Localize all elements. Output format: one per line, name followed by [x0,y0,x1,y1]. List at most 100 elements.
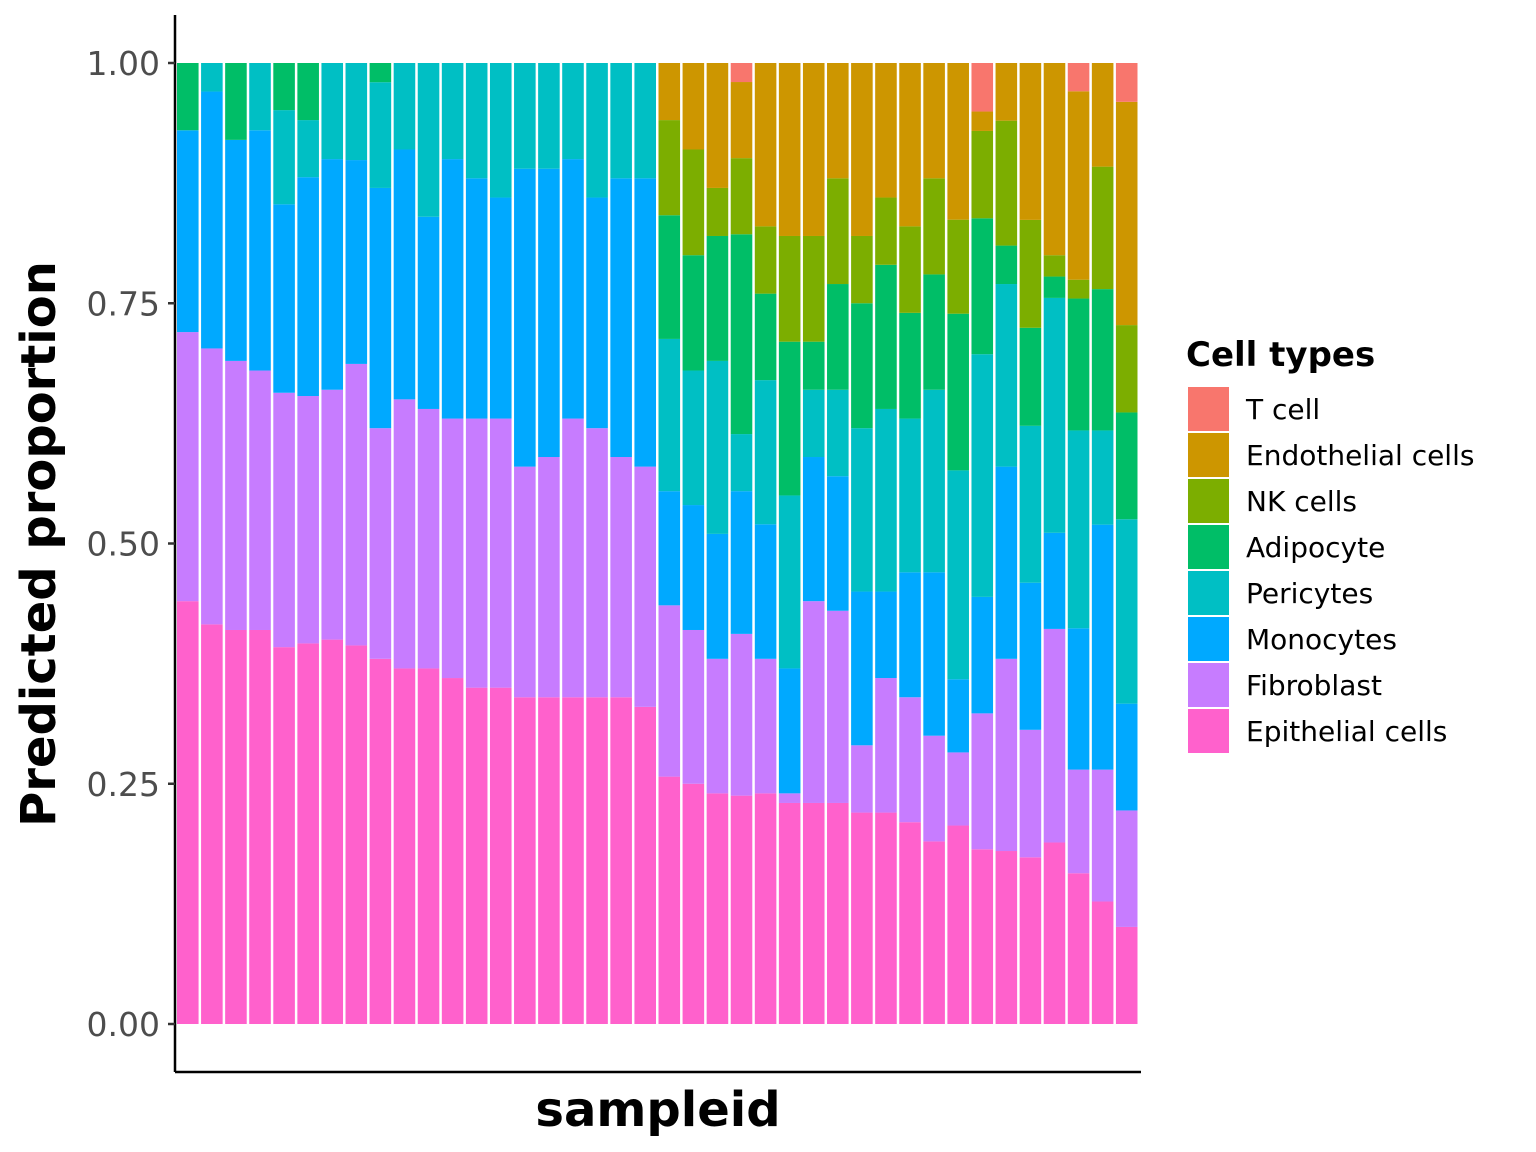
bar-segment-endothelial-cells [1091,63,1114,167]
bar-segment-monocytes [802,457,825,602]
sample-bar [586,63,608,1024]
y-tick-label: 0.50 [87,525,160,564]
sample-bar [417,63,440,1024]
bar-segment-epithelial-cells [297,643,319,1024]
bar-segment-nk-cells [730,158,753,235]
bar-segment-epithelial-cells [1091,901,1114,1024]
legend-key-label: Pericytes [1246,577,1373,610]
bar-segment-epithelial-cells [465,687,488,1024]
legend-key-swatch [1188,709,1229,753]
bar-segment-fibroblast [682,629,705,784]
bar-segment-epithelial-cells [514,697,536,1024]
bar-segment-epithelial-cells [489,687,512,1024]
bar-segment-fibroblast [778,793,801,803]
bar-segment-epithelial-cells [754,793,777,1024]
bar-segment-monocytes [754,524,777,659]
bar-segment-endothelial-cells [875,63,897,198]
bar-segment-monocytes [682,505,705,630]
bar-segment-epithelial-cells [610,697,632,1024]
bar-segment-epithelial-cells [393,668,416,1024]
bar-segment-nk-cells [1019,219,1042,328]
bar-segment-monocytes [923,572,945,736]
bar-segment-nk-cells [971,130,994,219]
bar-segment-monocytes [538,168,560,458]
bar-segment-endothelial-cells [1019,63,1042,220]
y-tick-label: 0.75 [87,284,160,323]
bar-segment-pericytes [778,495,801,669]
bar-segment-pericytes [586,63,608,198]
bar-segment-monocytes [417,216,440,409]
bar-segment-monocytes [273,204,295,393]
bar-segment-epithelial-cells [658,776,681,1024]
legend: Cell types T cell Endothelial cells NK cel… [1186,335,1474,753]
bar-segment-nk-cells [754,226,777,294]
bar-segment-nk-cells [658,120,681,216]
bar-segment-monocytes [658,491,681,606]
y-tick-label: 0.00 [87,1005,160,1044]
sample-bar [249,63,271,1024]
bar-segment-epithelial-cells [249,629,271,1024]
bar-segment-pericytes [201,63,223,92]
bar-segment-pericytes [465,63,488,179]
bar-segment-monocytes [1019,582,1042,730]
sample-bar [682,63,705,1024]
bar-segment-monocytes [393,149,416,400]
bar-segment-fibroblast [225,360,247,630]
sample-bar [345,63,368,1024]
bar-segment-epithelial-cells [706,793,729,1024]
bar-segment-endothelial-cells [682,63,705,150]
bar-segment-fibroblast [899,697,921,823]
bar-segment-pericytes [754,380,777,525]
bar-segment-pericytes [802,389,825,458]
bar-segment-endothelial-cells [947,63,969,220]
bar-segment-monocytes [995,466,1018,659]
bar-segment-monocytes [1091,524,1114,770]
bar-segment-adipocyte [1091,289,1114,431]
bar-segment-pericytes [1043,297,1066,533]
bar-segment-t-cell [730,63,753,83]
bar-segment-epithelial-cells [995,851,1018,1024]
bar-segment-endothelial-cells [923,63,945,179]
bar-segment-fibroblast [610,457,632,698]
bar-segment-nk-cells [827,178,849,285]
bar-segment-adipocyte [899,312,921,419]
bar-segment-adipocyte [682,255,705,371]
sample-bar [562,63,584,1024]
bar-segment-monocytes [610,178,632,458]
bar-segment-epithelial-cells [273,647,295,1024]
bar-segment-epithelial-cells [923,841,945,1024]
bar-segment-epithelial-cells [538,697,560,1024]
bar-segment-epithelial-cells [851,812,873,1024]
bar-segment-t-cell [971,63,994,112]
bar-segment-pericytes [273,110,295,205]
bar-segment-pericytes [947,470,969,680]
legend-key-label: T cell [1245,393,1320,426]
bar-segment-adipocyte [947,313,969,471]
sample-bar [201,63,223,1024]
bar-segment-monocytes [634,178,656,467]
sample-bar [489,63,512,1024]
bar-segment-epithelial-cells [369,658,392,1024]
bar-segment-adipocyte [971,218,994,355]
bar-segment-pericytes [538,63,560,169]
bar-segment-epithelial-cells [1019,857,1042,1024]
bar-segment-adipocyte [851,303,873,429]
bar-segment-fibroblast [297,396,319,644]
bar-segment-fibroblast [995,658,1018,852]
bar-segment-adipocyte [1019,327,1042,426]
bar-segment-monocytes [369,187,392,429]
bar-segment-monocytes [875,591,897,679]
bar-segment-pericytes [562,63,584,160]
bar-segment-epithelial-cells [586,697,608,1024]
bar-segment-pericytes [1115,519,1138,704]
bar-segment-epithelial-cells [899,822,921,1024]
bar-segment-monocytes [225,139,247,361]
bar-segment-monocytes [778,668,801,794]
bar-segment-nk-cells [1091,166,1114,290]
legend-key-label: Endothelial cells [1246,439,1474,472]
legend-key-swatch [1188,571,1229,615]
bar-segment-endothelial-cells [995,63,1018,121]
bar-segment-epithelial-cells [778,802,801,1024]
sample-bar [297,63,319,1024]
bar-segment-pericytes [658,338,681,492]
